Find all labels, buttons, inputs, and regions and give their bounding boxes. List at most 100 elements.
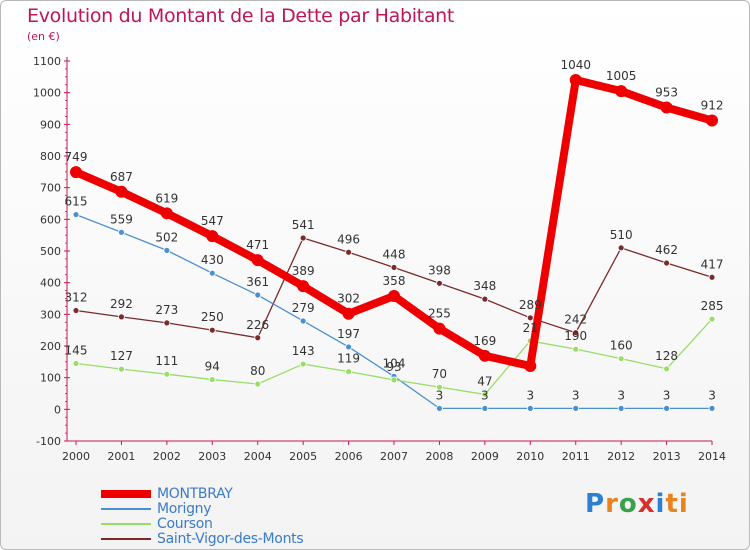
data-point: [163, 319, 171, 327]
data-point: [436, 404, 443, 412]
data-point: [663, 404, 670, 412]
data-label: 93: [386, 360, 401, 374]
data-point: [118, 313, 125, 321]
data-label: 496: [337, 232, 360, 246]
data-point: [526, 404, 534, 412]
x-tick-label: 2009: [471, 450, 499, 463]
data-label: 3: [526, 388, 534, 402]
series-montbray: [70, 74, 719, 372]
data-point: [342, 307, 355, 320]
data-point: [118, 365, 125, 373]
series-morigny: [72, 211, 716, 412]
data-point: [569, 74, 582, 86]
data-label: 619: [155, 191, 178, 205]
x-tick-label: 2002: [153, 450, 181, 463]
data-label: 348: [473, 279, 496, 293]
data-label: 3: [436, 388, 444, 402]
data-point: [663, 365, 670, 373]
data-label: 70: [432, 367, 447, 381]
x-tick-label: 2007: [380, 450, 408, 463]
data-point: [345, 343, 352, 351]
y-tick-label: 0: [54, 403, 61, 416]
data-point: [72, 211, 80, 218]
data-label: 448: [383, 247, 406, 261]
y-tick-label: 1000: [33, 87, 61, 100]
data-label: 510: [610, 228, 633, 242]
data-label: 289: [519, 298, 542, 312]
data-label: 169: [473, 334, 496, 348]
data-point: [254, 291, 262, 299]
data-point: [254, 380, 262, 388]
y-tick-label: 300: [40, 308, 61, 321]
legend-label: Saint-Vigor-des-Monts: [157, 531, 304, 547]
data-point: [299, 317, 307, 325]
data-point: [208, 269, 216, 277]
data-label: 190: [564, 329, 587, 343]
data-point: [708, 273, 716, 281]
data-point: [436, 279, 443, 287]
data-label: 285: [701, 299, 724, 313]
logo-letter: P: [585, 489, 606, 519]
y-tick-label: 200: [40, 340, 61, 353]
data-point: [390, 264, 398, 271]
data-label: 3: [663, 388, 671, 402]
legend-label: Morigny: [157, 501, 212, 517]
x-tick-label: 2013: [653, 450, 681, 463]
legend-label: Courson: [157, 516, 213, 532]
data-point: [572, 345, 580, 353]
data-point: [617, 244, 625, 252]
data-point: [163, 246, 171, 254]
data-point: [163, 370, 171, 378]
legend-swatch: [101, 538, 151, 540]
data-label: 242: [564, 313, 587, 327]
logo-letter: r: [605, 489, 619, 519]
data-label: 462: [655, 243, 678, 257]
data-point: [299, 234, 307, 242]
logo-letter: x: [637, 489, 656, 519]
data-label: 21: [523, 321, 538, 335]
data-point: [526, 314, 534, 322]
data-label: 3: [617, 388, 625, 402]
data-point: [72, 307, 80, 314]
series-courson: [72, 315, 716, 398]
y-tick-label: 500: [40, 245, 61, 258]
x-tick-label: 2004: [244, 450, 272, 463]
data-label: 47: [477, 374, 492, 388]
data-point: [345, 248, 352, 256]
series-saint-vigor-des-monts: [72, 234, 716, 342]
data-label: 226: [246, 318, 269, 332]
proxiti-logo: Proxiti: [585, 489, 689, 519]
data-label: 250: [201, 310, 224, 324]
x-tick-label: 2011: [562, 450, 590, 463]
data-point: [617, 355, 625, 363]
y-tick-label: 800: [40, 150, 61, 163]
x-tick-label: 2010: [516, 450, 544, 463]
data-point: [481, 295, 489, 303]
data-label: 389: [292, 264, 315, 278]
y-tick-label: 700: [40, 182, 61, 195]
legend-swatch: [101, 490, 151, 498]
x-tick-label: 2014: [698, 450, 726, 463]
data-point: [251, 254, 264, 267]
data-label: 3: [481, 388, 489, 402]
data-point: [524, 359, 537, 372]
y-tick-label: 1100: [33, 55, 61, 68]
logo-letter: o: [618, 489, 638, 519]
data-label: 143: [292, 344, 315, 358]
data-point: [208, 326, 216, 334]
data-point: [481, 391, 489, 398]
legend-swatch: [101, 523, 151, 525]
data-label: 559: [110, 212, 133, 226]
data-label: 471: [246, 238, 269, 252]
data-point: [160, 207, 173, 220]
data-label: 430: [201, 253, 224, 267]
data-label: 1005: [606, 69, 637, 83]
data-point: [433, 322, 446, 335]
data-point: [208, 376, 216, 383]
data-point: [345, 368, 352, 376]
y-tick-label: 100: [40, 372, 61, 385]
data-label: 312: [65, 291, 88, 305]
data-label: 160: [610, 339, 633, 353]
chart-title: Evolution du Montant de la Dette par Hab…: [27, 5, 455, 27]
